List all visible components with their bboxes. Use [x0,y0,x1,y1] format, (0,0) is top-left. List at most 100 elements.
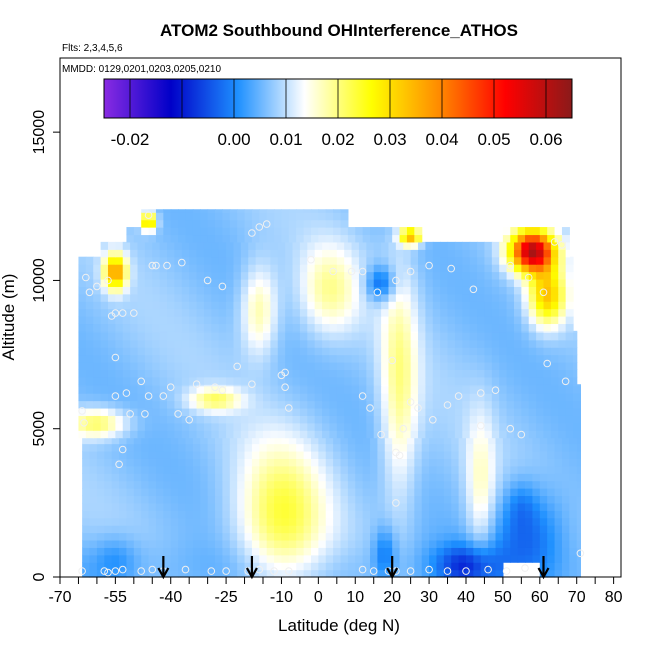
heatmap-cell [499,330,508,333]
heatmap-cell [292,308,301,317]
heatmap-cell [462,339,471,348]
heatmap-cell [488,480,497,489]
heatmap-cell [189,286,198,295]
heatmap-cell [403,332,412,341]
heatmap-cell [310,510,319,519]
heatmap-cell [78,400,87,409]
heatmap-cell [403,430,412,439]
heatmap-cell [218,369,227,378]
heatmap-cell [181,385,190,394]
heatmap-cell [137,400,146,409]
heatmap-cell [226,339,235,348]
heatmap-cell [303,450,312,459]
heatmap-cell [329,330,338,333]
heatmap-cell [403,308,412,317]
heatmap-cell [100,271,109,280]
heatmap-cell [111,495,120,504]
heatmap-cell [104,480,113,489]
heatmap-cell [513,376,522,385]
heatmap-cell [229,539,238,548]
heatmap-cell [506,256,515,265]
heatmap-cell [421,458,430,467]
heatmap-cell [185,465,194,474]
heatmap-cell [314,354,323,363]
heatmap-cell [425,407,434,416]
heatmap-cell [251,517,260,526]
heatmap-cell [262,293,271,302]
heatmap-cell [373,249,382,258]
heatmap-cell [111,480,120,489]
heatmap-cell [373,385,382,394]
heatmap-cell [462,376,471,385]
heatmap-cell [163,510,172,519]
heatmap-cell [310,234,319,243]
heatmap-cell [451,554,460,563]
heatmap-cell [440,271,449,280]
heatmap-cell [462,385,471,394]
heatmap-cell [403,347,412,356]
heatmap-cell [414,539,423,548]
heatmap-cell [462,323,471,332]
heatmap-cell [355,539,364,548]
heatmap-cell [237,517,246,526]
heatmap-cell [436,547,445,556]
heatmap-cell [473,547,482,556]
heatmap-cell [510,488,519,497]
heatmap-cell [200,458,209,467]
heatmap-cell [465,554,474,563]
heatmap-cell [281,458,290,467]
heatmap-cell [240,393,249,402]
heatmap-cell [491,385,500,394]
heatmap-cell [115,286,124,295]
heatmap-cell [82,569,91,578]
heatmap-cell [569,510,578,519]
heatmap-cell [477,430,486,439]
heatmap-cell [473,569,482,578]
heatmap-cell [395,422,404,431]
heatmap-cell [189,256,198,265]
heatmap-cell [425,385,434,394]
heatmap-cell [192,480,201,489]
heatmap-cell [528,256,537,265]
heatmap-cell [314,264,323,273]
heatmap-cell [78,286,87,295]
heatmap-cell [196,264,205,273]
heatmap-cell [554,473,563,482]
heatmap-cell [130,316,139,325]
heatmap-cell [303,465,312,474]
heatmap-cell [410,293,419,302]
heatmap-cell [229,525,238,534]
heatmap-cell [403,323,412,332]
heatmap-cell [351,330,360,333]
heatmap-cell [513,361,522,370]
heatmap-cell [447,241,456,250]
heatmap-cell [384,473,393,482]
heatmap-cell [462,286,471,295]
heatmap-cell [432,376,441,385]
heatmap-cell [565,249,570,258]
heatmap-cell [451,525,460,534]
heatmap-cell [381,308,390,317]
heatmap-cell [200,473,209,482]
heatmap-cell [469,286,478,295]
heatmap-cell [432,332,441,341]
heatmap-cell [314,286,323,295]
heatmap-cell [96,502,105,511]
heatmap-cell [565,347,574,356]
heatmap-cell [488,525,497,534]
heatmap-cell [480,554,489,563]
heatmap-cell [550,407,559,416]
heatmap-cell [429,554,438,563]
x-tick-label: 60 [531,589,549,606]
heatmap-cell [325,465,334,474]
heatmap-cell [174,249,183,258]
heatmap-cell [336,316,345,325]
heatmap-cell [133,488,142,497]
heatmap-cell [388,308,397,317]
heatmap-cell [148,212,157,221]
heatmap-cell [119,539,128,548]
heatmap-cell [167,330,176,333]
heatmap-cell [336,361,345,370]
heatmap-cell [565,241,570,250]
heatmap-cell [310,569,319,578]
